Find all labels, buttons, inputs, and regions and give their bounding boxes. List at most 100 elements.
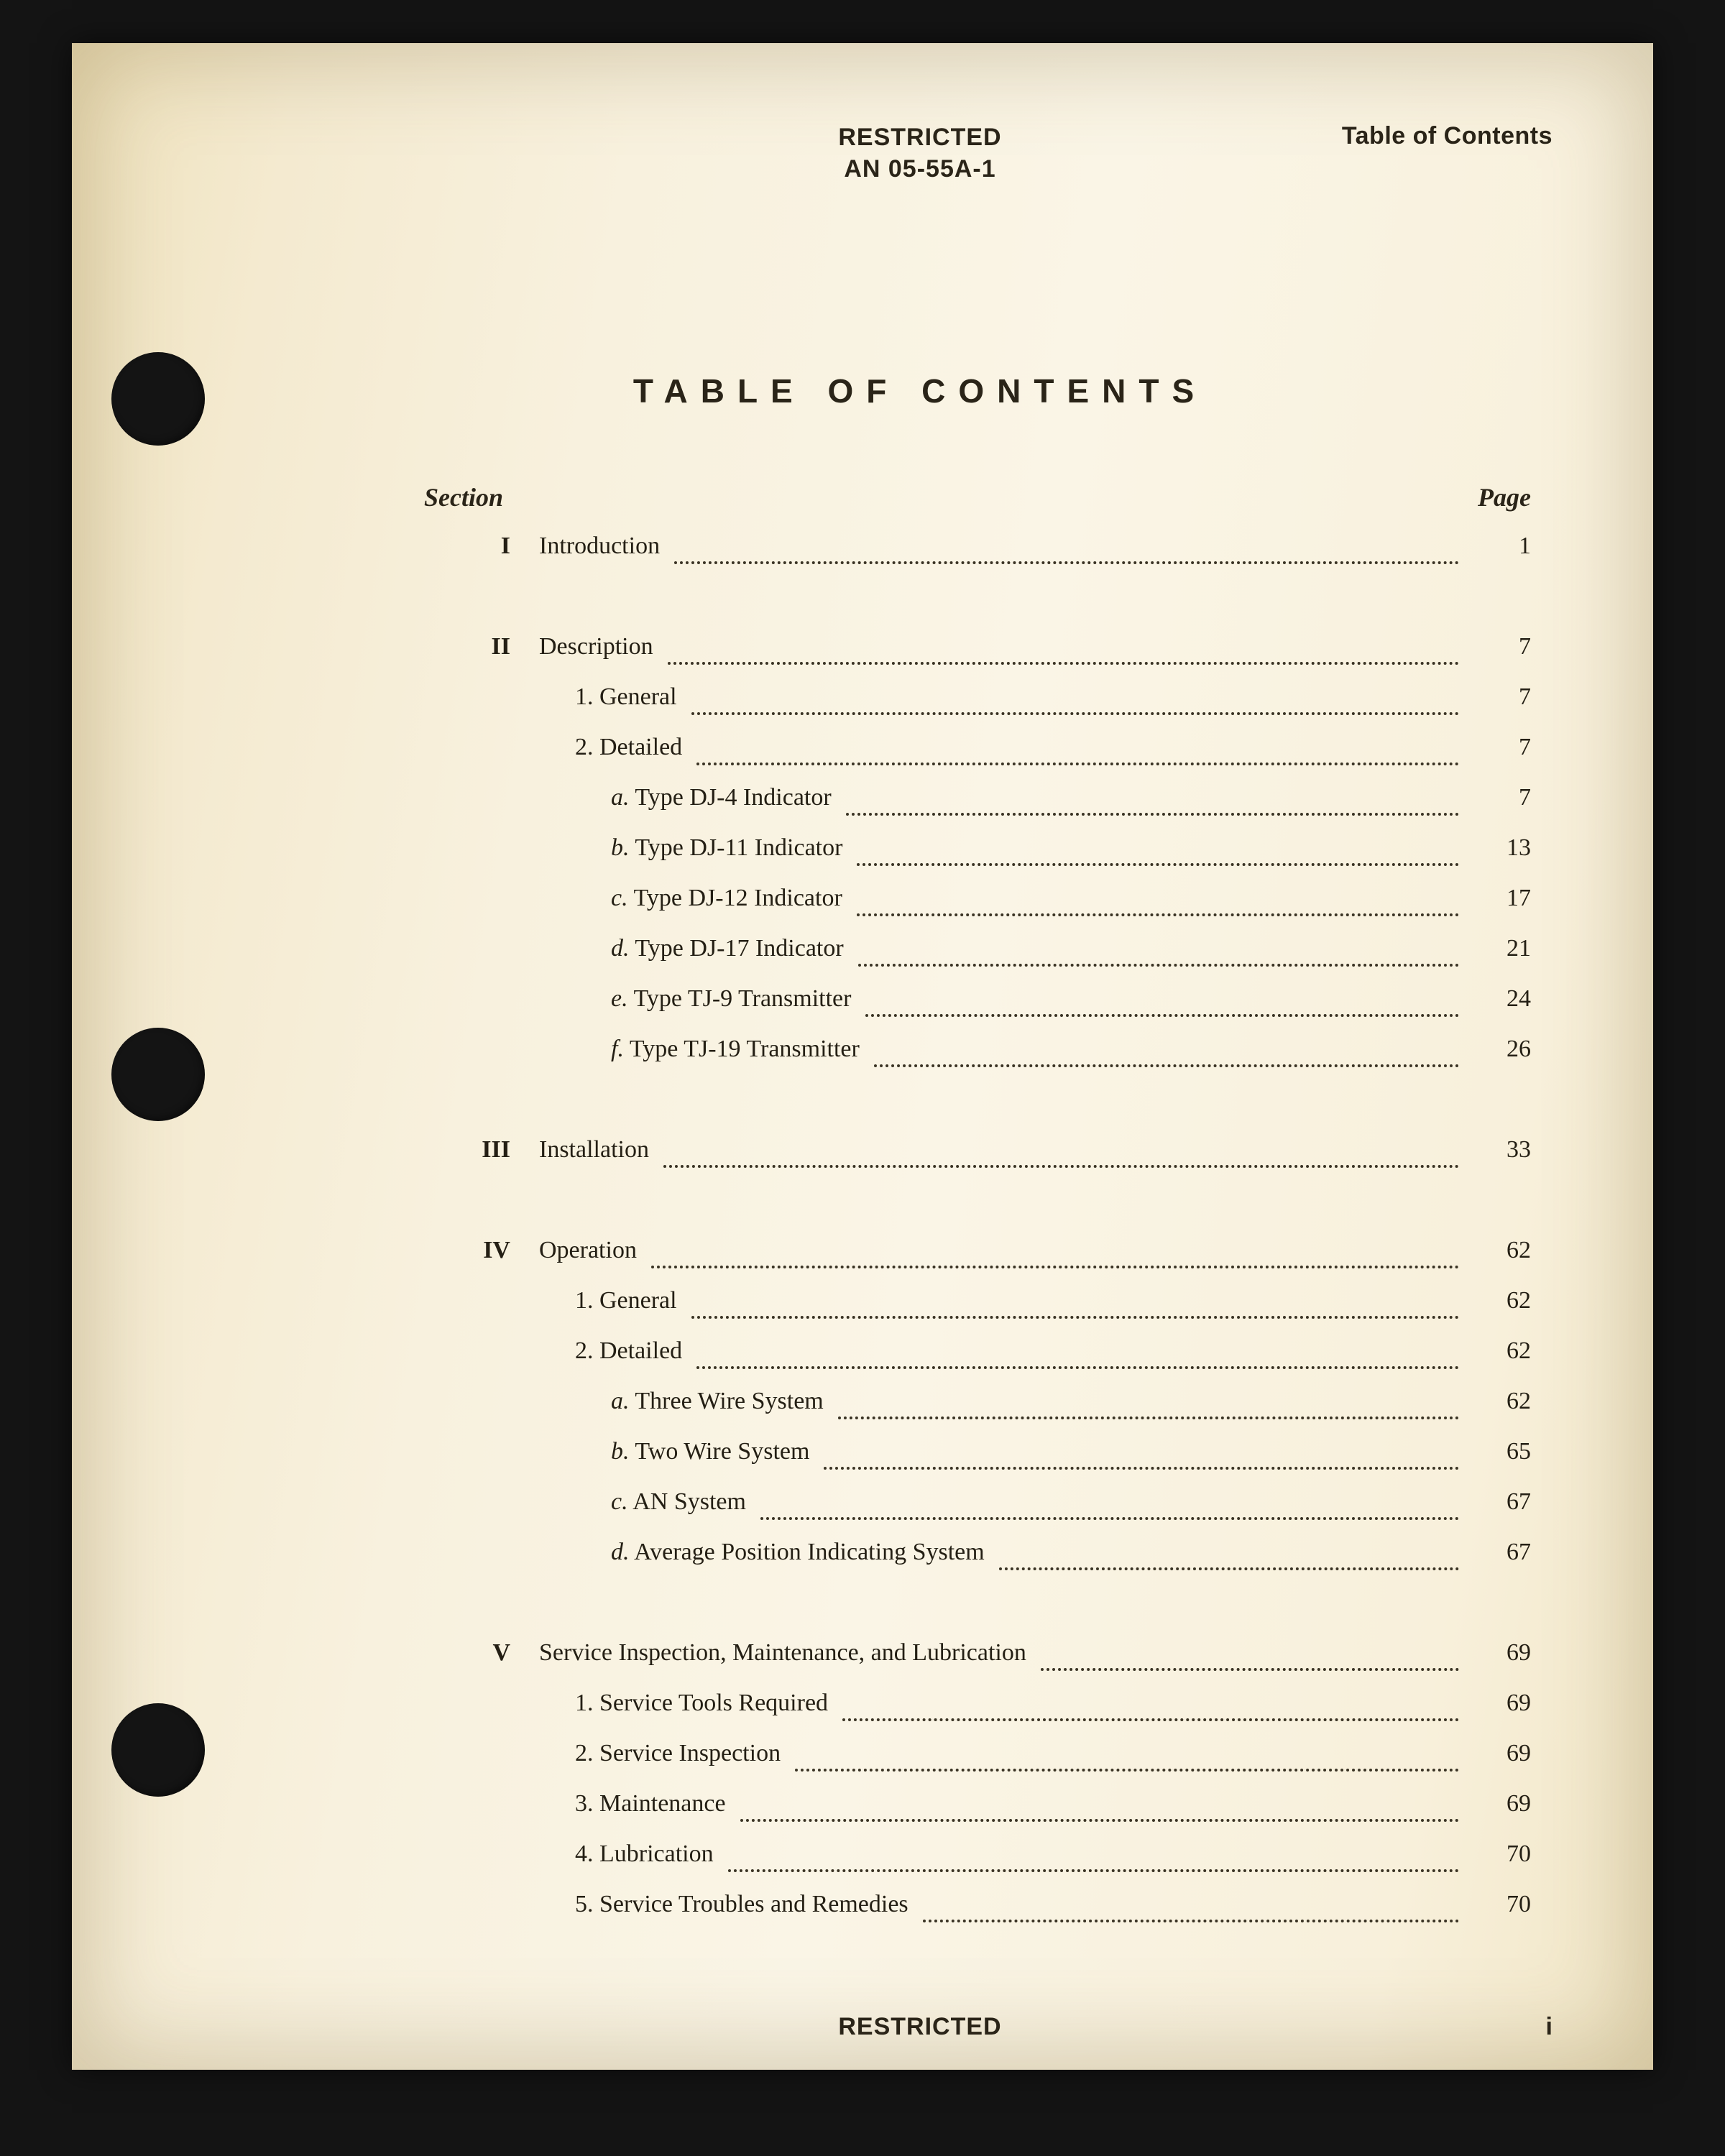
leader-dots (838, 1416, 1459, 1419)
entry-label: Installation (539, 1136, 659, 1164)
leader-dots (674, 561, 1459, 564)
header-doc-number: AN 05-55A-1 (844, 155, 995, 183)
entry-label: f. Type TJ-19 Transmitter (611, 1036, 870, 1063)
page-title: TABLE OF CONTENTS (288, 372, 1552, 410)
entry-label: c. AN System (611, 1488, 756, 1516)
toc-row: 1. General 7 (288, 683, 1552, 734)
punch-hole (111, 1703, 205, 1797)
toc-row: 4. Lubrication 70 (288, 1841, 1552, 1891)
toc-row: VService Inspection, Maintenance, and Lu… (288, 1639, 1552, 1690)
entry-label: a. Three Wire System (611, 1388, 834, 1415)
leader-dots (795, 1769, 1459, 1772)
toc-row (288, 1086, 1552, 1136)
header-classification: RESTRICTED (838, 124, 1001, 151)
toc-row: e. Type TJ-9 Transmitter 24 (288, 985, 1552, 1036)
toc-row: IVOperation62 (288, 1237, 1552, 1287)
leader-dots (923, 1920, 1459, 1922)
leader-dots (846, 813, 1459, 816)
entry-page: 7 (1473, 734, 1531, 761)
entry-label: 5. Service Troubles and Remedies (575, 1891, 919, 1918)
toc-row: 3. Maintenance69 (288, 1790, 1552, 1841)
toc-row: 2. Detailed 62 (288, 1337, 1552, 1388)
entry-page: 70 (1473, 1891, 1531, 1918)
entry-label: Introduction (539, 533, 670, 560)
entry-label: e. Type TJ-9 Transmitter (611, 985, 861, 1013)
column-header-page: Page (1478, 482, 1531, 512)
leader-dots (691, 712, 1459, 715)
entry-page: 62 (1473, 1337, 1531, 1365)
entry-page: 69 (1473, 1639, 1531, 1667)
header-right-label: Table of Contents (1342, 122, 1552, 150)
entry-label: c. Type DJ-12 Indicator (611, 885, 852, 912)
document-page: Table of Contents RESTRICTED AN 05-55A-1… (72, 43, 1653, 2070)
entry-page: 69 (1473, 1790, 1531, 1818)
toc-row: 5. Service Troubles and Remedies 70 (288, 1891, 1552, 1941)
toc-row: 1. Service Tools Required 69 (288, 1690, 1552, 1740)
entry-label: 2. Detailed (575, 1337, 692, 1365)
entry-page: 69 (1473, 1690, 1531, 1717)
toc-row: d. Type DJ-17 Indicator21 (288, 935, 1552, 985)
toc-row: 2. Service Inspection69 (288, 1740, 1552, 1790)
footer-classification: RESTRICTED (288, 2013, 1552, 2041)
entry-label: Description (539, 633, 663, 660)
section-roman: III (288, 1136, 510, 1164)
leader-dots (696, 1366, 1459, 1369)
entry-page: 7 (1473, 633, 1531, 660)
footer-page-number: i (1546, 2013, 1552, 2041)
toc-row: IIIInstallation33 (288, 1136, 1552, 1187)
toc-row: 1. General62 (288, 1287, 1552, 1337)
toc-row: f. Type TJ-19 Transmitter 26 (288, 1036, 1552, 1086)
content-area: Table of Contents RESTRICTED AN 05-55A-1… (288, 122, 1552, 1941)
toc-entries: IIntroduction1IIDescription71. General72… (288, 533, 1552, 1941)
entry-label: 1. General (575, 683, 687, 711)
toc-row (288, 1589, 1552, 1639)
punch-hole (111, 1028, 205, 1121)
section-roman: IV (288, 1237, 510, 1264)
entry-page: 17 (1473, 885, 1531, 912)
entry-page: 26 (1473, 1036, 1531, 1063)
leader-dots (696, 763, 1459, 765)
entry-label: Service Inspection, Maintenance, and Lub… (539, 1639, 1036, 1667)
entry-label: b. Type DJ-11 Indicator (611, 834, 852, 862)
entry-page: 62 (1473, 1388, 1531, 1415)
toc-row: b. Type DJ-11 Indicator 13 (288, 834, 1552, 885)
footer: RESTRICTED i (288, 1940, 1552, 2070)
toc-row: 2. Detailed7 (288, 734, 1552, 784)
entry-label: b. Two Wire System (611, 1438, 819, 1465)
entry-page: 65 (1473, 1438, 1531, 1465)
column-header-section: Section (424, 482, 503, 512)
entry-page: 13 (1473, 834, 1531, 862)
leader-dots (842, 1718, 1459, 1721)
toc-row: a. Three Wire System 62 (288, 1388, 1552, 1438)
toc-row: IIntroduction1 (288, 533, 1552, 583)
entry-label: Operation (539, 1237, 647, 1264)
leader-dots (760, 1517, 1459, 1520)
entry-page: 7 (1473, 683, 1531, 711)
entry-label: 1. Service Tools Required (575, 1690, 838, 1717)
leader-dots (857, 863, 1459, 866)
toc-row: d. Average Position Indicating System67 (288, 1539, 1552, 1589)
leader-dots (874, 1064, 1459, 1067)
entry-page: 69 (1473, 1740, 1531, 1767)
leader-dots (858, 964, 1459, 967)
toc-row: a. Type DJ-4 Indicator 7 (288, 784, 1552, 834)
toc-row: IIDescription7 (288, 633, 1552, 683)
leader-dots (857, 913, 1459, 916)
toc-row (288, 1187, 1552, 1237)
leader-dots (668, 662, 1459, 665)
entry-label: 4. Lubrication (575, 1841, 724, 1868)
entry-page: 7 (1473, 784, 1531, 811)
leader-dots (865, 1014, 1459, 1017)
entry-page: 24 (1473, 985, 1531, 1013)
entry-page: 1 (1473, 533, 1531, 560)
entry-page: 70 (1473, 1841, 1531, 1868)
toc-row: c. AN System 67 (288, 1488, 1552, 1539)
entry-page: 67 (1473, 1488, 1531, 1516)
entry-label: d. Type DJ-17 Indicator (611, 935, 854, 962)
entry-label: 1. General (575, 1287, 687, 1314)
leader-dots (651, 1266, 1459, 1268)
leader-dots (740, 1819, 1459, 1822)
entry-label: a. Type DJ-4 Indicator (611, 784, 842, 811)
leader-dots (999, 1567, 1459, 1570)
leader-dots (663, 1165, 1459, 1168)
